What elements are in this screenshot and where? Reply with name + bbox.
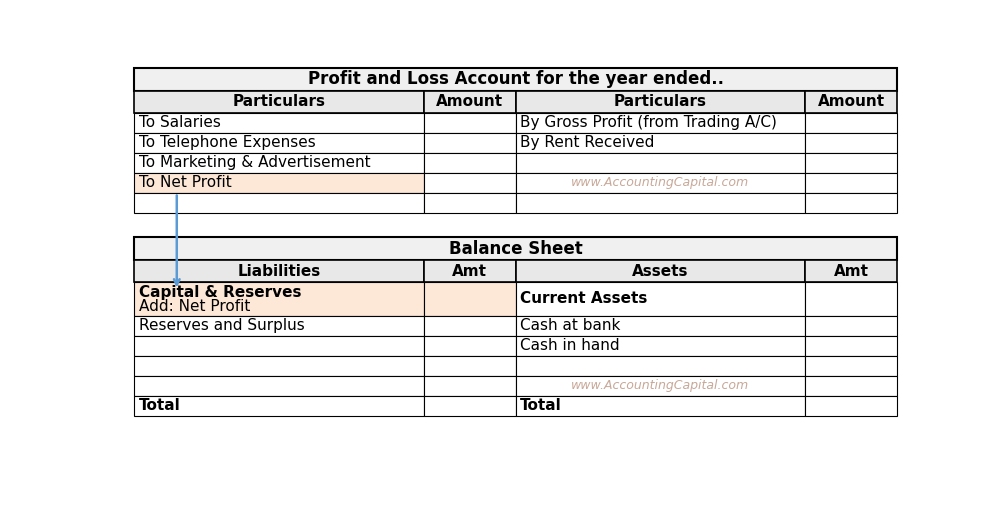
- Text: Amount: Amount: [437, 94, 503, 109]
- Text: To Marketing & Advertisement: To Marketing & Advertisement: [139, 155, 370, 170]
- Text: By Gross Profit (from Trading A/C): By Gross Profit (from Trading A/C): [520, 115, 777, 130]
- Text: Add: Net Profit: Add: Net Profit: [139, 299, 250, 314]
- Bar: [805, 91, 896, 113]
- Bar: [135, 153, 425, 173]
- Bar: [135, 173, 425, 193]
- Bar: [805, 193, 896, 213]
- Bar: [425, 133, 515, 153]
- Text: www.AccountingCapital.com: www.AccountingCapital.com: [571, 176, 749, 189]
- Text: Reserves and Surplus: Reserves and Surplus: [139, 318, 305, 333]
- Bar: [805, 282, 896, 316]
- Bar: [515, 91, 805, 113]
- Bar: [425, 260, 515, 282]
- Bar: [135, 68, 896, 91]
- Bar: [805, 396, 896, 416]
- Text: Total: Total: [520, 398, 562, 413]
- Bar: [515, 260, 805, 282]
- Bar: [805, 113, 896, 133]
- Bar: [135, 133, 425, 153]
- Bar: [515, 113, 805, 133]
- Bar: [425, 282, 515, 316]
- Bar: [515, 316, 805, 336]
- Bar: [425, 356, 515, 376]
- Text: Cash at bank: Cash at bank: [520, 318, 621, 333]
- Bar: [805, 133, 896, 153]
- Text: Assets: Assets: [632, 264, 689, 279]
- Bar: [805, 173, 896, 193]
- Text: Current Assets: Current Assets: [520, 291, 648, 306]
- Bar: [515, 376, 805, 396]
- Text: Amt: Amt: [834, 264, 868, 279]
- Bar: [425, 193, 515, 213]
- Bar: [425, 376, 515, 396]
- Text: Balance Sheet: Balance Sheet: [449, 240, 582, 258]
- Bar: [135, 376, 425, 396]
- Bar: [515, 396, 805, 416]
- Bar: [135, 193, 425, 213]
- Bar: [515, 193, 805, 213]
- Bar: [515, 173, 805, 193]
- Text: Capital & Reserves: Capital & Reserves: [139, 285, 302, 300]
- Bar: [805, 376, 896, 396]
- Bar: [425, 113, 515, 133]
- Bar: [425, 153, 515, 173]
- Bar: [805, 153, 896, 173]
- Bar: [135, 91, 425, 113]
- Text: By Rent Received: By Rent Received: [520, 135, 655, 150]
- Text: Total: Total: [139, 398, 181, 413]
- Bar: [135, 282, 425, 316]
- Bar: [135, 316, 425, 336]
- Text: www.AccountingCapital.com: www.AccountingCapital.com: [571, 379, 749, 392]
- Bar: [425, 336, 515, 356]
- Bar: [515, 282, 805, 316]
- Text: Profit and Loss Account for the year ended..: Profit and Loss Account for the year end…: [308, 70, 723, 88]
- Bar: [515, 336, 805, 356]
- Bar: [805, 356, 896, 376]
- Bar: [425, 91, 515, 113]
- Bar: [805, 316, 896, 336]
- Bar: [135, 260, 425, 282]
- Text: Amt: Amt: [453, 264, 487, 279]
- Text: To Salaries: To Salaries: [139, 115, 221, 130]
- Bar: [425, 316, 515, 336]
- Text: To Net Profit: To Net Profit: [139, 175, 231, 190]
- Text: Liabilities: Liabilities: [237, 264, 321, 279]
- Bar: [515, 356, 805, 376]
- Text: Particulars: Particulars: [232, 94, 326, 109]
- Text: To Telephone Expenses: To Telephone Expenses: [139, 135, 316, 150]
- Bar: [805, 260, 896, 282]
- Bar: [135, 336, 425, 356]
- Bar: [425, 396, 515, 416]
- Bar: [515, 153, 805, 173]
- Bar: [135, 356, 425, 376]
- Bar: [135, 396, 425, 416]
- Bar: [135, 113, 425, 133]
- Bar: [805, 336, 896, 356]
- Bar: [425, 173, 515, 193]
- Text: Amount: Amount: [818, 94, 884, 109]
- Bar: [515, 133, 805, 153]
- Text: Cash in hand: Cash in hand: [520, 338, 620, 353]
- Text: Particulars: Particulars: [614, 94, 707, 109]
- Bar: [135, 237, 896, 260]
